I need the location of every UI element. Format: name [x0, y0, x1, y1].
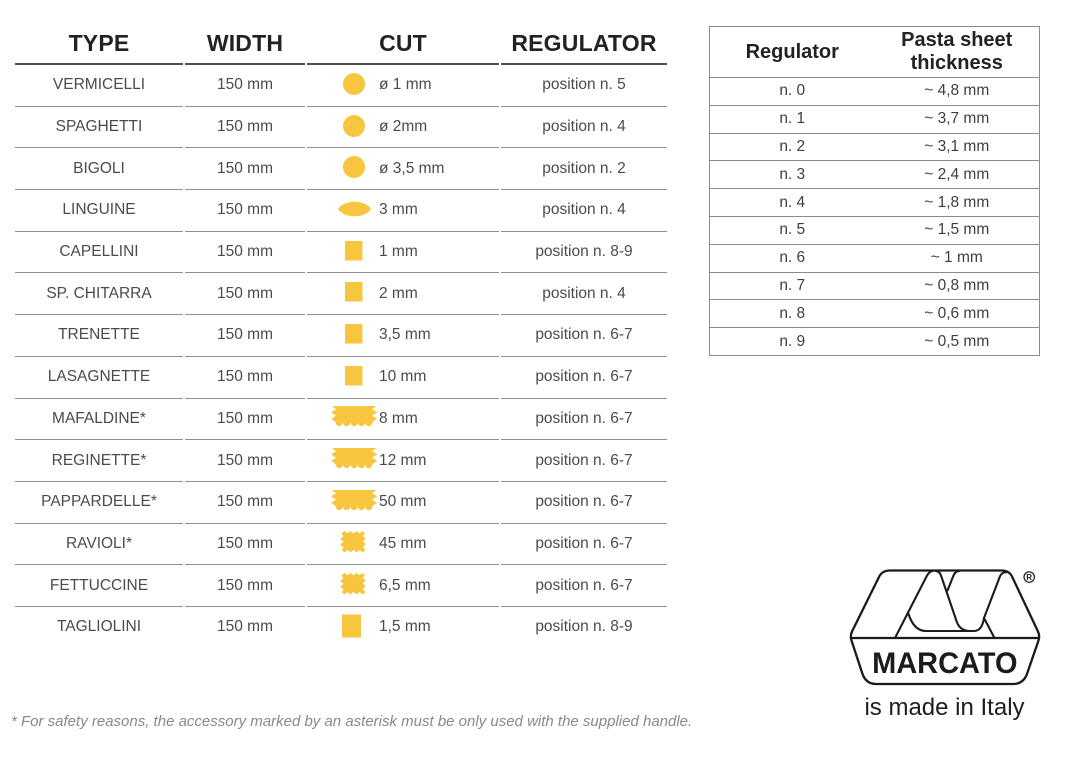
svg-text:MARCATO: MARCATO [872, 647, 1017, 681]
svg-text:R: R [1026, 573, 1032, 582]
